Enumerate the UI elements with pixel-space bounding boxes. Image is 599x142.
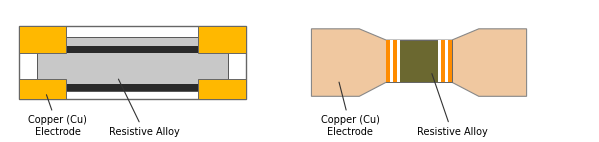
Bar bbox=[19, 26, 66, 53]
Bar bbox=[397, 40, 401, 82]
Bar bbox=[37, 84, 228, 91]
Bar bbox=[444, 40, 448, 82]
Bar bbox=[37, 37, 228, 91]
Bar bbox=[386, 40, 390, 82]
Text: Copper (Cu)
Electrode: Copper (Cu) Electrode bbox=[321, 82, 380, 137]
Text: Resistive Alloy: Resistive Alloy bbox=[416, 74, 487, 137]
Bar bbox=[386, 40, 452, 82]
Bar bbox=[441, 40, 444, 82]
Bar bbox=[198, 79, 246, 99]
Polygon shape bbox=[311, 29, 527, 96]
Bar bbox=[19, 79, 66, 99]
Bar bbox=[448, 40, 452, 82]
Bar bbox=[19, 26, 246, 99]
Bar bbox=[390, 40, 394, 82]
Bar bbox=[198, 26, 246, 53]
Bar bbox=[437, 40, 441, 82]
Bar bbox=[37, 46, 228, 53]
Text: Resistive Alloy: Resistive Alloy bbox=[109, 79, 180, 137]
Text: Copper (Cu)
Electrode: Copper (Cu) Electrode bbox=[28, 95, 87, 137]
Bar bbox=[394, 40, 397, 82]
